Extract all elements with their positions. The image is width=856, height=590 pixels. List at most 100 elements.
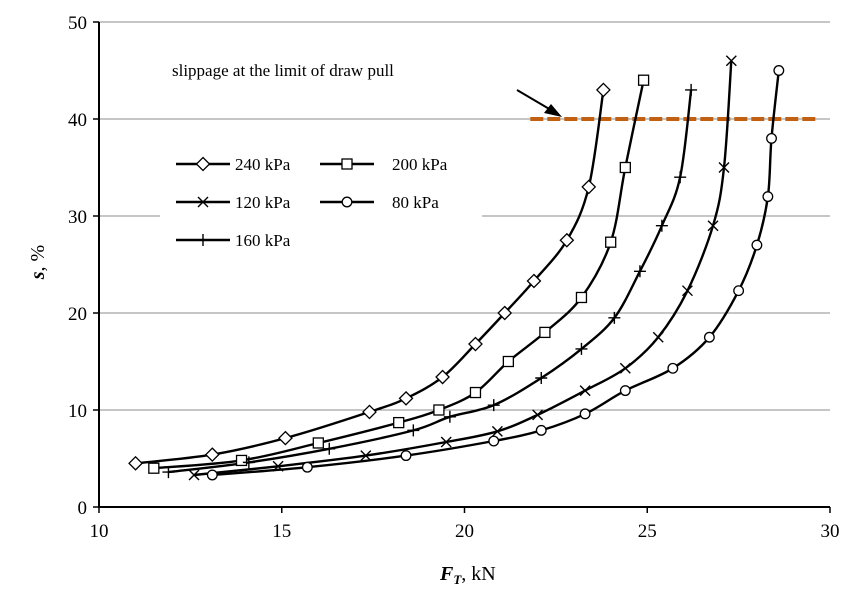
marker-x bbox=[532, 409, 544, 421]
marker-plus bbox=[242, 456, 255, 469]
x-tick-label: 20 bbox=[455, 521, 474, 542]
marker-circle bbox=[667, 362, 679, 374]
y-axis-title-main: s bbox=[27, 271, 49, 280]
marker-circle bbox=[619, 385, 631, 397]
marker-x bbox=[197, 196, 209, 208]
marker-diamond bbox=[468, 336, 483, 352]
y-tick-label: 50 bbox=[68, 13, 87, 34]
y-axis-title-unit: , % bbox=[27, 245, 49, 272]
marker-diamond bbox=[398, 390, 414, 406]
marker-square bbox=[148, 462, 160, 474]
legend-item-80: 80 kPa bbox=[320, 193, 439, 212]
marker-plus bbox=[407, 424, 420, 437]
marker-x bbox=[491, 425, 503, 437]
series-line-0 bbox=[135, 89, 605, 465]
legend-marker bbox=[341, 196, 353, 208]
legend-label-80: 80 kPa bbox=[392, 193, 439, 212]
marker-plus bbox=[443, 410, 456, 423]
series-line-1 bbox=[153, 79, 645, 470]
marker-x bbox=[619, 362, 631, 374]
legend-label-160: 160 kPa bbox=[235, 231, 291, 250]
annotation-arrowhead bbox=[544, 104, 562, 117]
marker-circle bbox=[341, 196, 353, 208]
y-axis-title: s, % bbox=[27, 245, 49, 280]
x-axis-title: FT, kN bbox=[439, 563, 496, 587]
x-tick-label: 15 bbox=[272, 521, 291, 542]
marker-diamond bbox=[581, 179, 597, 195]
marker-square bbox=[433, 404, 445, 416]
marker-plus bbox=[655, 219, 668, 232]
annotation-arrow-shaft bbox=[516, 89, 552, 111]
marker-plus bbox=[633, 265, 646, 278]
y-tick-label: 20 bbox=[68, 304, 87, 325]
series-curves bbox=[135, 60, 780, 477]
marker-square bbox=[393, 416, 405, 429]
marker-x bbox=[440, 436, 452, 448]
marker-x bbox=[360, 450, 372, 462]
marker-x bbox=[707, 220, 719, 232]
y-tick-label: 0 bbox=[78, 498, 88, 519]
series-markers bbox=[128, 55, 785, 481]
marker-square bbox=[502, 355, 515, 368]
y-tick-label: 10 bbox=[68, 401, 87, 422]
legend-label-200: 200 kPa bbox=[392, 155, 448, 174]
marker-square bbox=[605, 236, 617, 248]
legend-marker bbox=[195, 156, 211, 172]
x-tick-label: 10 bbox=[90, 521, 109, 542]
marker-square bbox=[637, 74, 650, 86]
marker-diamond bbox=[435, 369, 450, 385]
series-line-4 bbox=[168, 89, 693, 474]
marker-circle bbox=[488, 435, 500, 447]
marker-plus bbox=[197, 234, 209, 246]
x-axis-title-unit: , kN bbox=[461, 563, 495, 585]
marker-square bbox=[235, 454, 248, 467]
x-tick-label: 25 bbox=[638, 521, 657, 542]
legend-item-240: 240 kPa bbox=[176, 155, 291, 174]
marker-circle bbox=[751, 239, 763, 251]
marker-diamond bbox=[277, 430, 293, 446]
marker-circle bbox=[579, 408, 591, 420]
marker-circle bbox=[301, 461, 313, 473]
legend-item-200: 200 kPa bbox=[320, 155, 448, 174]
marker-circle bbox=[703, 331, 715, 343]
annotation-text: slippage at the limit of draw pull bbox=[172, 61, 394, 80]
marker-square bbox=[312, 437, 324, 449]
marker-circle bbox=[733, 285, 745, 297]
marker-diamond bbox=[362, 404, 377, 420]
marker-plus bbox=[575, 342, 588, 355]
y-ticks: 0 10 20 30 40 50 bbox=[68, 13, 99, 519]
marker-square bbox=[469, 386, 482, 399]
marker-circle bbox=[535, 424, 547, 436]
marker-plus bbox=[162, 466, 175, 479]
marker-square bbox=[539, 326, 551, 339]
marker-x bbox=[725, 55, 737, 67]
legend-background bbox=[160, 150, 482, 260]
marker-x bbox=[681, 285, 693, 297]
marker-circle bbox=[762, 191, 774, 203]
marker-diamond bbox=[497, 305, 513, 321]
legend-marker bbox=[341, 158, 353, 170]
marker-plus bbox=[323, 442, 336, 455]
x-axis-title-main: F bbox=[439, 563, 454, 585]
marker-diamond bbox=[195, 156, 211, 172]
y-tick-label: 40 bbox=[68, 110, 87, 131]
marker-square bbox=[341, 158, 353, 170]
marker-x bbox=[579, 385, 591, 397]
marker-x bbox=[652, 331, 664, 343]
marker-square bbox=[619, 161, 631, 174]
marker-x bbox=[272, 460, 284, 472]
legend-label-240: 240 kPa bbox=[235, 155, 291, 174]
marker-x bbox=[718, 162, 730, 173]
legend-item-160: 160 kPa bbox=[176, 231, 291, 250]
x-ticks: 10 15 20 25 30 bbox=[90, 507, 840, 542]
series-line-3 bbox=[212, 70, 780, 477]
x-axis-title-sub: T bbox=[453, 572, 462, 587]
legend: 240 kPa 200 kPa 120 kPa 80 kPa 160 kPa bbox=[160, 150, 482, 260]
marker-circle bbox=[773, 65, 785, 76]
marker-circle bbox=[206, 469, 218, 481]
annotation: slippage at the limit of draw pull bbox=[172, 61, 562, 117]
marker-plus bbox=[535, 371, 548, 384]
marker-plus bbox=[685, 83, 698, 96]
marker-plus bbox=[487, 399, 500, 412]
